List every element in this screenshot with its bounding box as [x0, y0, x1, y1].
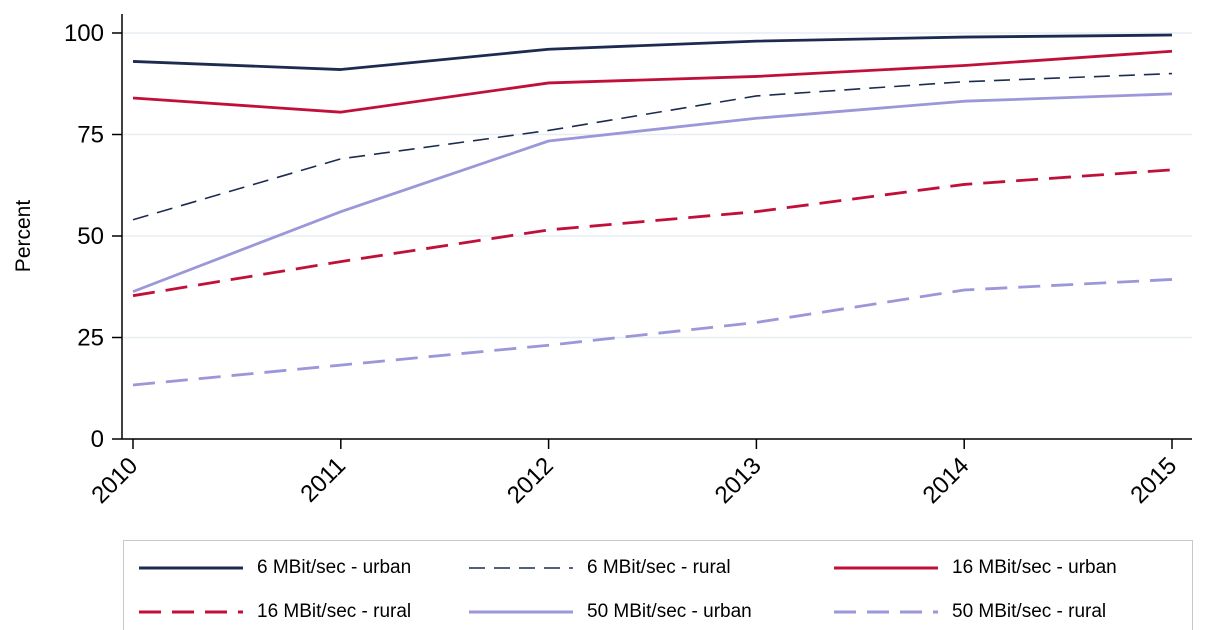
- legend-item-5: 50 MBit/sec - rural: [834, 599, 1106, 625]
- legend-item-2: 16 MBit/sec - urban: [834, 555, 1117, 581]
- legend-label-2: 16 MBit/sec - urban: [952, 557, 1117, 578]
- legend-item-0: 6 MBit/sec - urban: [139, 555, 411, 581]
- legend-swatch-3: [139, 610, 243, 614]
- series-line-5: [132, 278, 1173, 387]
- line-chart: 0 25 50 75 100 2010 2011 2012 2013 2014 2015 Percen…: [12, 14, 1192, 509]
- y-tick-label-0: 0: [91, 426, 104, 453]
- series-line-1: [132, 72, 1173, 221]
- legend-label-5: 50 MBit/sec - rural: [952, 601, 1107, 622]
- legend-item-3: 16 MBit/sec - rural: [139, 599, 411, 625]
- x-tick-label-2010: 2010: [86, 452, 143, 509]
- legend-swatch-1: [469, 567, 573, 569]
- legend-label-0: 6 MBit/sec - urban: [257, 557, 412, 578]
- series-line-0: [132, 33, 1173, 71]
- legend: 6 MBit/sec - urban 6 MBit/sec - rural 16 M…: [123, 540, 1193, 630]
- legend-label-4: 50 MBit/sec - urban: [587, 601, 752, 622]
- series-line-3: [132, 168, 1173, 298]
- x-tick-label-2015: 2015: [1125, 452, 1182, 509]
- y-tick-label-100: 100: [64, 20, 104, 47]
- series-line-4: [132, 92, 1173, 293]
- x-tick-label-2011: 2011: [295, 452, 351, 508]
- x-tick-label-2013: 2013: [710, 452, 767, 509]
- legend-item-4: 50 MBit/sec - urban: [469, 599, 752, 625]
- y-tick-label-50: 50: [77, 223, 104, 250]
- legend-label-3: 16 MBit/sec - rural: [257, 601, 412, 622]
- y-axis-title: Percent: [12, 200, 35, 273]
- y-tick-label-75: 75: [77, 122, 104, 149]
- legend-swatch-5: [834, 610, 938, 614]
- legend-swatch-2: [834, 566, 938, 570]
- legend-label-1: 6 MBit/sec - rural: [587, 557, 731, 578]
- legend-item-1: 6 MBit/sec - rural: [469, 555, 731, 581]
- y-tick-label-25: 25: [77, 325, 104, 352]
- x-tick-label-2012: 2012: [502, 452, 559, 509]
- legend-swatch-4: [469, 610, 573, 614]
- series-line-2: [132, 49, 1173, 114]
- legend-swatch-0: [139, 566, 243, 570]
- x-tick-label-2014: 2014: [918, 452, 975, 509]
